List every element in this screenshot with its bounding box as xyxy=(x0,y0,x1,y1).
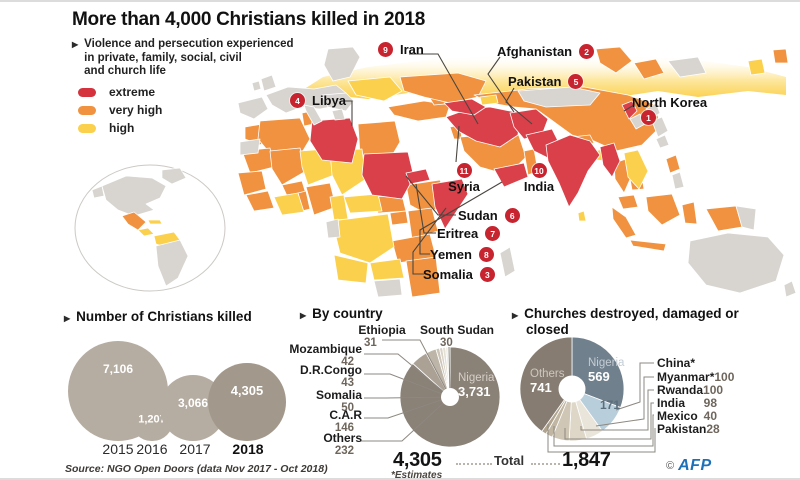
source-line: Source: NGO Open Doors (data Nov 2017 - … xyxy=(65,463,328,475)
churches-row-china: China* xyxy=(657,356,696,370)
map-note-line2: in private, family, social, civil xyxy=(84,51,242,64)
estimates-note: *Estimates xyxy=(391,470,443,480)
bubble-value: 4,305 xyxy=(230,383,264,399)
copyright-icon: © xyxy=(666,460,675,472)
map-label-north-korea: North Korea xyxy=(632,95,707,110)
map-label-india: 10 India xyxy=(516,163,562,194)
bubble-value: 1,207 xyxy=(138,413,166,426)
map-label-eritrea: Eritrea 7 xyxy=(437,226,501,241)
legend-item-very-high: very high xyxy=(78,101,162,119)
rank-badge: 2 xyxy=(579,44,595,59)
americas-globe-inset xyxy=(74,164,226,292)
map-badge-north-korea: 1 xyxy=(641,110,656,125)
map-note: ▶ Violence and persecution experienced i… xyxy=(72,38,294,79)
rank-badge: 8 xyxy=(478,247,494,262)
country-name: Sudan xyxy=(458,208,498,223)
bullet-icon: ▶ xyxy=(512,311,519,320)
extreme-swatch xyxy=(78,87,96,97)
year-label: 2015 xyxy=(102,441,134,457)
legend-label: high xyxy=(109,121,135,135)
churches-row-pakistan: Pakistan 28 xyxy=(657,422,720,436)
rank-badge: 7 xyxy=(485,226,501,241)
by-country-pie-label: Nigeria 3,731 xyxy=(458,372,495,399)
country-name: India xyxy=(523,179,555,194)
legend-label: very high xyxy=(109,103,163,117)
bullet-icon: ▶ xyxy=(64,314,71,323)
churches-total: 1,847 xyxy=(562,449,611,471)
map-label-libya: 4 Libya xyxy=(290,93,346,108)
rank-badge: 1 xyxy=(641,110,656,125)
churches-row-myanmar: Myanmar* 100 xyxy=(657,370,735,384)
by-country-row-ethiopia: Ethiopia 31 xyxy=(358,323,406,349)
year-label: 2018 xyxy=(232,441,264,457)
rank-badge: 5 xyxy=(568,74,584,89)
map-note-line3: and church life xyxy=(84,65,166,77)
by-country-row-south-sudan: South Sudan 30 xyxy=(420,323,494,349)
rank-badge: 9 xyxy=(378,42,393,57)
year-label: 2017 xyxy=(179,441,211,457)
map-label-pakistan: Pakistan 5 xyxy=(508,74,584,89)
killed-total: 4,305 xyxy=(393,449,442,471)
dotted-leader xyxy=(531,463,560,465)
churches-section-header: ▶ Churches destroyed, damaged or closed xyxy=(512,306,739,337)
by-country-row-car: C.A.R 146 xyxy=(329,408,362,434)
churches-row-india: India 98 xyxy=(657,396,717,410)
rank-badge: 11 xyxy=(456,163,472,178)
by-country-row-mozambique: Mozambique 42 xyxy=(289,342,362,368)
bullet-icon: ▶ xyxy=(72,40,79,49)
map-note-line1: Violence and persecution experienced xyxy=(84,38,294,50)
afp-logo: AFP xyxy=(678,457,712,474)
legend-item-extreme: extreme xyxy=(78,83,162,101)
by-country-row-somalia: Somalia 50 xyxy=(315,388,362,414)
rank-badge: 3 xyxy=(479,267,495,282)
churches-row-mexico: Mexico 40 xyxy=(657,409,717,423)
map-label-sudan: Sudan 6 xyxy=(458,208,520,223)
map-unranked-regions xyxy=(237,47,797,297)
by-country-section-header: ▶ By country xyxy=(300,306,383,321)
by-country-row-drcongo: D.R.Congo 43 xyxy=(300,363,362,389)
high-swatch xyxy=(78,123,96,133)
bubble-2018: 4,305 xyxy=(208,363,286,441)
churches-pie-label-china-slice: 171 xyxy=(600,398,621,412)
country-name: Syria xyxy=(448,179,480,194)
map-label-yemen: Yemen 8 xyxy=(430,247,494,262)
map-label-iran: 9 Iran xyxy=(378,42,424,57)
total-label: Total xyxy=(494,453,525,468)
country-name: Pakistan xyxy=(508,74,562,89)
country-name: Afghanistan xyxy=(497,44,573,59)
map-label-somalia: Somalia 3 xyxy=(423,267,495,282)
year-label: 2016 xyxy=(136,441,168,457)
rank-badge: 10 xyxy=(531,163,547,178)
bubble-value: 7,106 xyxy=(102,362,133,376)
map-legend: extreme very high high xyxy=(78,83,162,137)
bubble-value: 3,066 xyxy=(177,396,208,411)
map-label-syria: 11 Syria xyxy=(440,163,488,194)
afp-credit: © AFP xyxy=(666,457,712,475)
rank-badge: 4 xyxy=(290,93,305,108)
bullet-icon: ▶ xyxy=(300,311,307,320)
country-name: Libya xyxy=(312,93,346,108)
country-name: Eritrea xyxy=(437,226,479,241)
page-title: More than 4,000 Christians killed in 201… xyxy=(72,9,426,30)
map-label-afghanistan: Afghanistan 2 xyxy=(497,44,595,59)
churches-pie-label-nigeria: Nigeria 569 xyxy=(588,357,625,384)
country-name: Iran xyxy=(400,42,424,57)
very-high-swatch xyxy=(78,105,96,115)
pie-slice-others xyxy=(519,336,573,432)
churches-row-rwanda: Rwanda 100 xyxy=(657,383,724,397)
by-country-row-others: Others 232 xyxy=(323,431,362,457)
country-name: Somalia xyxy=(423,267,473,282)
legend-item-high: high xyxy=(78,119,162,137)
legend-label: extreme xyxy=(109,85,156,99)
churches-pie-label-others: Others 741 xyxy=(530,368,565,395)
dotted-leader xyxy=(456,463,492,465)
killed-section-header: ▶ Number of Christians killed xyxy=(64,309,252,324)
country-name: Yemen xyxy=(430,247,472,262)
world-map xyxy=(237,47,797,297)
rank-badge: 6 xyxy=(504,208,520,223)
country-name: North Korea xyxy=(632,95,708,110)
